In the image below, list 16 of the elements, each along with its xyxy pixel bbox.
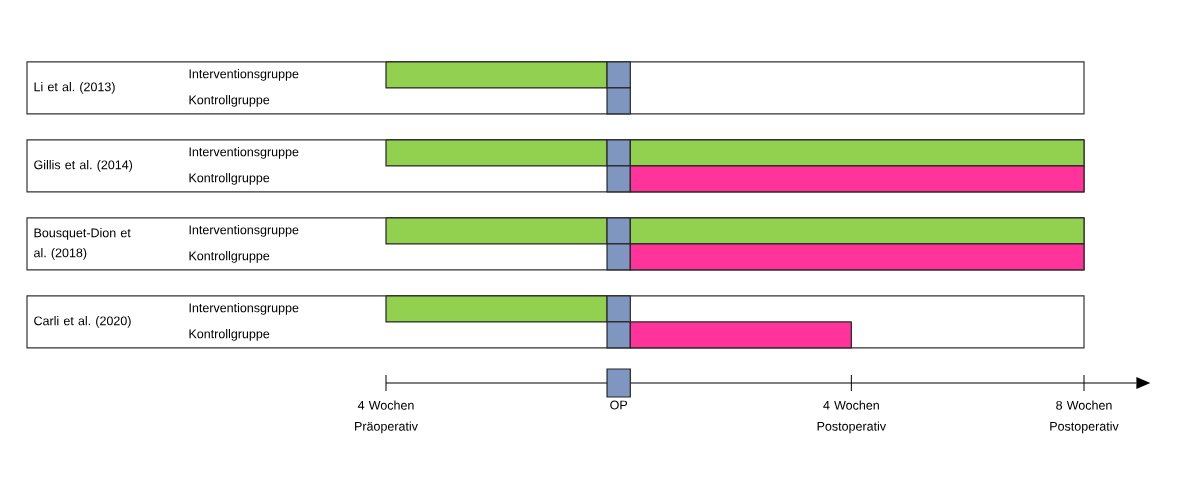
- x-tick-label: 4 Wochen Präoperativ: [355, 400, 418, 434]
- y-tick-label: Interventionsgruppe: [189, 147, 299, 159]
- x-tick-label: OP: [610, 400, 628, 410]
- text: Li et al. (2013): [34, 82, 115, 94]
- y-tick-label: Kontrollgruppe: [189, 95, 270, 107]
- y-tick-label: Kontrollgruppe: [189, 251, 270, 263]
- y-tick-label: Interventionsgruppe: [189, 303, 299, 315]
- text: Bousquet-Dion et al. (2018): [34, 228, 131, 260]
- y-tick-label: Interventionsgruppe: [189, 69, 299, 81]
- x-tick-label: 8 Wochen Postoperativ: [1050, 400, 1119, 434]
- text: Carli et al. (2020): [34, 316, 131, 328]
- text: Gillis et al. (2014): [34, 160, 133, 172]
- y-tick-label: Kontrollgruppe: [189, 173, 270, 185]
- y-tick-label: Kontrollgruppe: [189, 329, 270, 341]
- x-tick-label: 4 Wochen Postoperativ: [817, 400, 887, 434]
- y-tick-label: Interventionsgruppe: [189, 225, 299, 237]
